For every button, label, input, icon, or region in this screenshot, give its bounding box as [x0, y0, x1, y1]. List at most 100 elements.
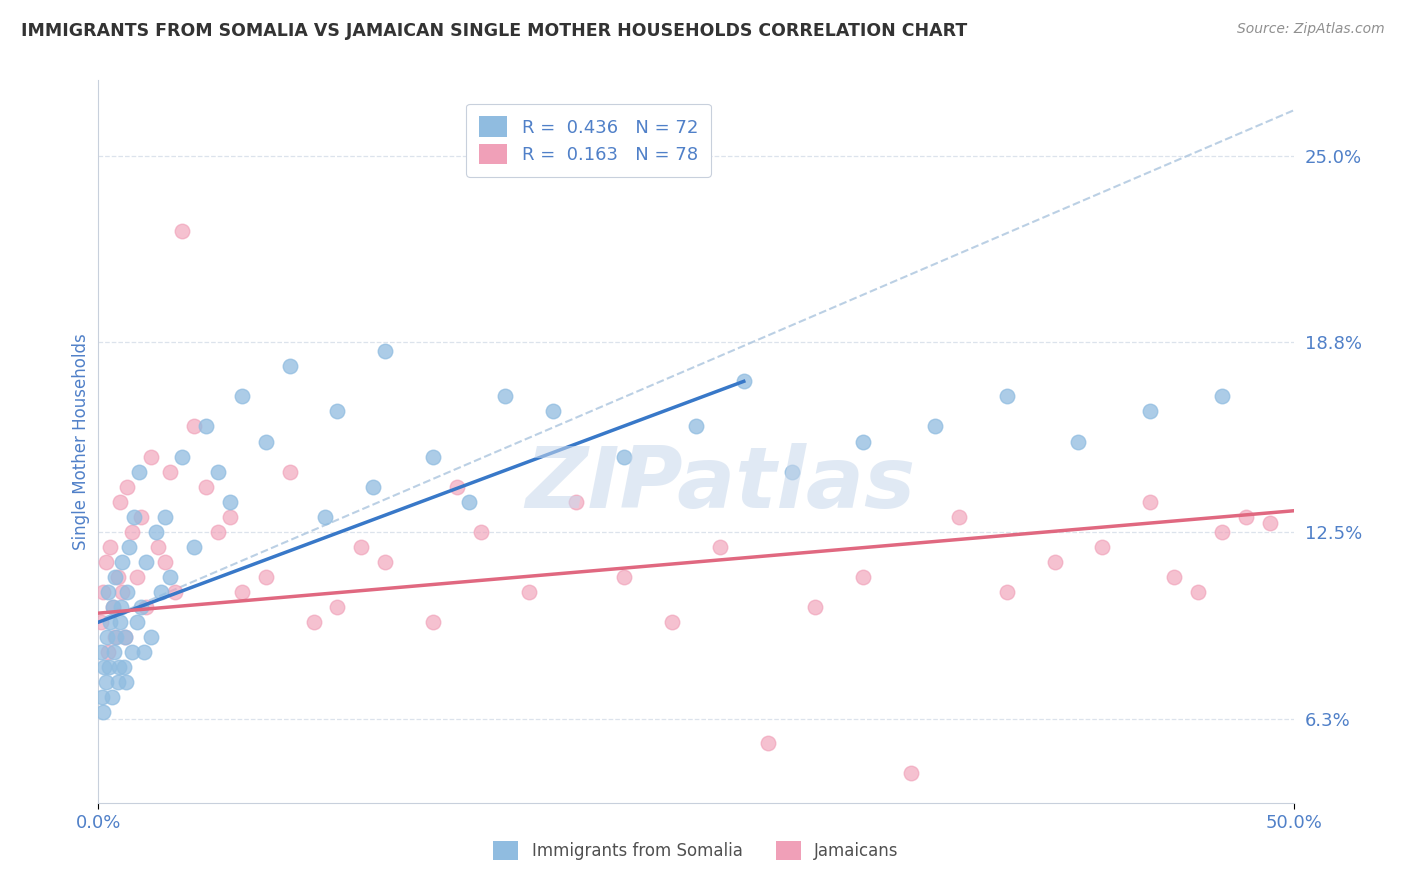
Point	[1234, 509, 1257, 524]
Point	[733, 374, 755, 388]
Point	[90, 615, 112, 630]
Point	[107, 570, 129, 584]
Point	[115, 585, 138, 599]
Point	[207, 465, 229, 479]
Point	[685, 419, 707, 434]
Point	[132, 645, 155, 659]
Point	[995, 585, 1018, 599]
Point	[1258, 516, 1281, 530]
Point	[108, 615, 131, 630]
Point	[135, 600, 157, 615]
Point	[115, 480, 138, 494]
Point	[172, 224, 194, 238]
Point	[350, 540, 373, 554]
Point	[163, 585, 186, 599]
Point	[139, 630, 162, 644]
Point	[326, 404, 349, 418]
Point	[565, 494, 588, 508]
Point	[661, 615, 683, 630]
Point	[148, 540, 170, 554]
Text: Source: ZipAtlas.com: Source: ZipAtlas.com	[1237, 22, 1385, 37]
Legend: R =  0.436   N = 72, R =  0.163   N = 78: R = 0.436 N = 72, R = 0.163 N = 78	[465, 103, 711, 178]
Point	[231, 389, 253, 403]
Point	[374, 555, 396, 569]
Point	[709, 540, 731, 554]
Point	[91, 706, 114, 720]
Point	[131, 600, 153, 615]
Point	[995, 389, 1018, 403]
Point	[374, 344, 396, 359]
Point	[125, 570, 148, 584]
Point	[93, 660, 115, 674]
Point	[98, 540, 122, 554]
Point	[756, 735, 779, 749]
Point	[149, 585, 172, 599]
Point	[219, 494, 242, 508]
Point	[108, 494, 131, 508]
Point	[422, 615, 444, 630]
Point	[121, 524, 143, 539]
Point	[494, 389, 516, 403]
Point	[948, 509, 970, 524]
Point	[1067, 434, 1090, 449]
Point	[1211, 389, 1233, 403]
Point	[363, 480, 385, 494]
Point	[96, 630, 118, 644]
Point	[111, 555, 134, 569]
Point	[900, 765, 922, 780]
Point	[1187, 585, 1209, 599]
Point	[422, 450, 444, 464]
Point	[278, 359, 301, 374]
Point	[924, 419, 946, 434]
Point	[103, 645, 125, 659]
Point	[107, 675, 129, 690]
Point	[110, 600, 132, 615]
Point	[183, 540, 205, 554]
Point	[1043, 555, 1066, 569]
Point	[100, 690, 122, 705]
Point	[112, 660, 135, 674]
Point	[105, 630, 128, 644]
Text: ZIPatlas: ZIPatlas	[524, 443, 915, 526]
Point	[219, 509, 242, 524]
Point	[183, 419, 205, 434]
Point	[315, 509, 337, 524]
Point	[91, 585, 114, 599]
Point	[231, 585, 253, 599]
Point	[139, 450, 162, 464]
Point	[155, 509, 177, 524]
Point	[107, 660, 129, 674]
Point	[470, 524, 492, 539]
Point	[195, 480, 218, 494]
Point	[98, 615, 122, 630]
Point	[1091, 540, 1114, 554]
Point	[302, 615, 325, 630]
Point	[195, 419, 218, 434]
Point	[155, 555, 177, 569]
Point	[613, 570, 636, 584]
Point	[254, 570, 277, 584]
Point	[135, 555, 157, 569]
Point	[94, 675, 117, 690]
Point	[852, 434, 875, 449]
Point	[114, 630, 136, 644]
Point	[541, 404, 564, 418]
Point	[613, 450, 636, 464]
Point	[517, 585, 540, 599]
Point	[780, 465, 803, 479]
Point	[1139, 404, 1161, 418]
Point	[131, 509, 153, 524]
Point	[278, 465, 301, 479]
Point	[1163, 570, 1185, 584]
Point	[97, 585, 120, 599]
Point	[124, 509, 146, 524]
Point	[98, 660, 121, 674]
Point	[104, 630, 127, 644]
Point	[115, 675, 138, 690]
Y-axis label: Single Mother Households: Single Mother Households	[72, 334, 90, 549]
Point	[104, 570, 127, 584]
Point	[90, 645, 112, 659]
Point	[172, 450, 194, 464]
Point	[254, 434, 277, 449]
Point	[91, 690, 114, 705]
